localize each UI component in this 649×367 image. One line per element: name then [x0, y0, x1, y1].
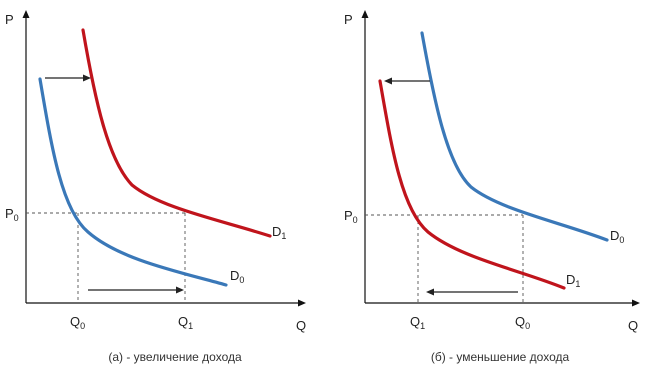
panel-a-d0-curve — [38, 77, 228, 287]
panel-b-shift-arrow-top-head-icon — [384, 77, 392, 85]
panel-a-q-second-label: Q1 — [178, 314, 193, 331]
panel-b-x-axis-arrow-icon — [632, 299, 640, 307]
panel-a-d0-label: D0 — [230, 268, 244, 285]
panel-b-x-axis-label: Q — [628, 318, 638, 333]
panel-a-y-axis-arrow-icon — [22, 10, 30, 18]
panel-a-caption: (а) - увеличение дохода — [108, 350, 242, 364]
panel-b-d0-label: D0 — [610, 228, 624, 245]
panel-b-y-axis-arrow-icon — [361, 10, 369, 18]
panel-a-income-increase: P Q P0 Q0 Q1 D1 D0 (а) - увеличение дохо… — [5, 10, 306, 364]
panel-a-x-axis-label: Q — [296, 318, 306, 333]
panel-a-p0-label: P0 — [5, 206, 19, 223]
panel-b-income-decrease: P Q P0 Q1 Q0 D0 D1 (б) - уменьшение дохо… — [344, 10, 640, 364]
panel-b-p0-label: P0 — [344, 208, 358, 225]
panel-b-shift-arrow-bottom-head-icon — [426, 288, 434, 296]
panel-a-shift-arrow-top-head-icon — [83, 74, 91, 82]
panel-b-y-axis-label: P — [344, 12, 353, 27]
panel-a-q-first-label: Q0 — [70, 314, 85, 331]
panel-a-d1-curve — [81, 28, 272, 238]
panel-b-q-first-label: Q1 — [410, 314, 425, 331]
panel-a-shift-arrow-bottom-head-icon — [176, 286, 184, 294]
panel-a-y-axis-label: P — [5, 12, 14, 27]
panel-b-d1-curve — [378, 79, 566, 290]
panel-b-d1-label: D1 — [566, 272, 580, 289]
panel-a-d1-label: D1 — [272, 224, 286, 241]
panel-b-caption: (б) - уменьшение дохода — [431, 350, 570, 364]
panel-b-q-second-label: Q0 — [515, 314, 530, 331]
panel-b-d0-curve — [420, 31, 609, 242]
panel-a-x-axis-arrow-icon — [298, 299, 306, 307]
